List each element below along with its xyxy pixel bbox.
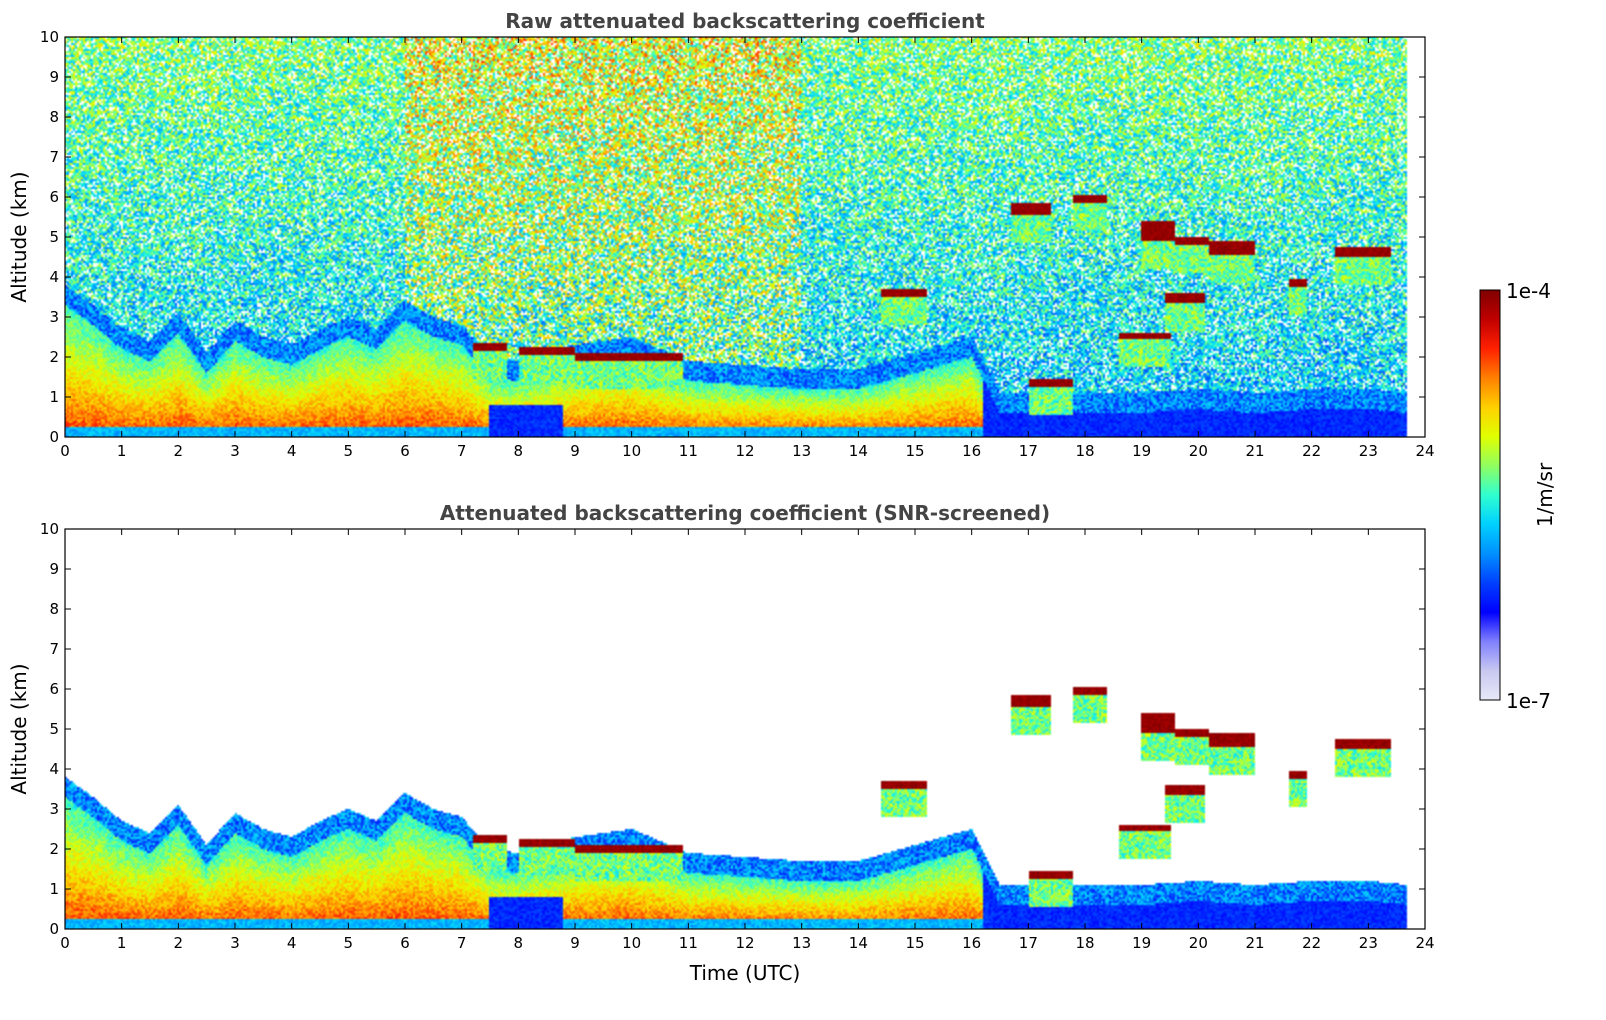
screened-panel-ticks: 0 1 2 3 4 5 6 7 8 9 10 11 12 13 14 15 16 17 18 19 20 21 22 23 24… [40,520,1435,952]
raw-panel-title: Raw attenuated backscattering coefficien… [505,9,985,33]
y-tick-label: 5 [49,228,59,246]
y-tick-label: 2 [49,348,59,366]
x-tick-label: 17 [1019,442,1038,460]
x-tick-label: 13 [792,442,811,460]
x-tick-label: 16 [962,934,981,952]
x-tick-label: 24 [1415,442,1434,460]
x-tick-label: 18 [1075,934,1094,952]
raw-y-axis-label: Altitude (km) [7,171,31,302]
x-tick-label: 10 [622,442,641,460]
x-tick-label: 23 [1359,442,1378,460]
y-tick-label: 10 [40,28,59,46]
colorbar-max-label: 1e-4 [1506,279,1551,303]
x-tick-label: 5 [344,934,354,952]
x-tick-label: 3 [230,442,240,460]
y-tick-label: 4 [49,268,59,286]
screened-backscatter-heatmap [65,529,1425,929]
y-tick-label: 9 [49,560,59,578]
x-tick-label: 22 [1302,442,1321,460]
y-tick-label: 1 [49,880,59,898]
colorbar-gradient [1479,289,1501,701]
x-tick-label: 0 [60,934,70,952]
x-tick-label: 11 [679,934,698,952]
x-tick-label: 14 [849,442,868,460]
x-tick-label: 24 [1415,934,1434,952]
y-tick-label: 5 [49,720,59,738]
y-tick-label: 7 [49,148,59,166]
x-tick-label: 12 [735,934,754,952]
y-tick-label: 8 [49,600,59,618]
x-tick-label: 14 [849,934,868,952]
x-tick-label: 13 [792,934,811,952]
x-tick-label: 0 [60,442,70,460]
colorbar-unit-label: 1/m/sr [1533,462,1557,527]
screened-heatmap-area [65,529,1425,929]
y-tick-label: 7 [49,640,59,658]
x-tick-label: 23 [1359,934,1378,952]
x-axis-label: Time (UTC) [689,961,801,985]
x-tick-label: 9 [570,934,580,952]
x-tick-label: 9 [570,442,580,460]
colorbar-min-label: 1e-7 [1506,689,1551,713]
x-tick-label: 10 [622,934,641,952]
x-tick-label: 2 [174,442,184,460]
x-tick-label: 16 [962,442,981,460]
x-tick-label: 7 [457,934,467,952]
raw-backscatter-panel: Raw attenuated backscattering coefficien… [7,9,1435,460]
y-tick-label: 6 [49,680,59,698]
x-tick-label: 6 [400,442,410,460]
x-tick-label: 3 [230,934,240,952]
x-tick-label: 21 [1245,934,1264,952]
x-tick-label: 17 [1019,934,1038,952]
y-tick-label: 8 [49,108,59,126]
x-tick-label: 21 [1245,442,1264,460]
y-tick-label: 9 [49,68,59,86]
colorbar: 1e-4 1e-7 1/m/sr [1479,279,1557,713]
x-tick-label: 4 [287,934,297,952]
x-tick-label: 15 [905,934,924,952]
x-tick-label: 22 [1302,934,1321,952]
x-tick-label: 7 [457,442,467,460]
x-tick-label: 8 [514,442,524,460]
x-tick-label: 20 [1189,934,1208,952]
y-tick-label: 10 [40,520,59,538]
x-tick-label: 5 [344,442,354,460]
x-tick-label: 12 [735,442,754,460]
raw-backscatter-heatmap [65,37,1425,437]
x-tick-label: 11 [679,442,698,460]
y-tick-label: 4 [49,760,59,778]
x-tick-label: 2 [174,934,184,952]
raw-panel-ticks: 0 1 2 3 4 5 6 7 8 9 10 11 12 13 14 15 16 17 18 19 20 21 22 23 24… [40,28,1435,460]
x-tick-label: 8 [514,934,524,952]
y-tick-label: 3 [49,800,59,818]
x-tick-label: 18 [1075,442,1094,460]
x-tick-label: 1 [117,442,127,460]
x-tick-label: 4 [287,442,297,460]
screened-y-axis-label: Altitude (km) [7,663,31,794]
y-tick-label: 1 [49,388,59,406]
y-tick-label: 6 [49,188,59,206]
y-tick-label: 2 [49,840,59,858]
raw-heatmap-area [65,37,1425,437]
x-tick-label: 15 [905,442,924,460]
x-tick-label: 20 [1189,442,1208,460]
y-tick-label: 0 [49,920,59,938]
y-tick-label: 0 [49,428,59,446]
x-tick-label: 1 [117,934,127,952]
screened-panel-title: Attenuated backscattering coefficient (S… [440,501,1050,525]
x-tick-label: 19 [1132,442,1151,460]
x-tick-label: 6 [400,934,410,952]
screened-backscatter-panel: Attenuated backscattering coefficient (S… [7,501,1435,985]
x-tick-label: 19 [1132,934,1151,952]
y-tick-label: 3 [49,308,59,326]
